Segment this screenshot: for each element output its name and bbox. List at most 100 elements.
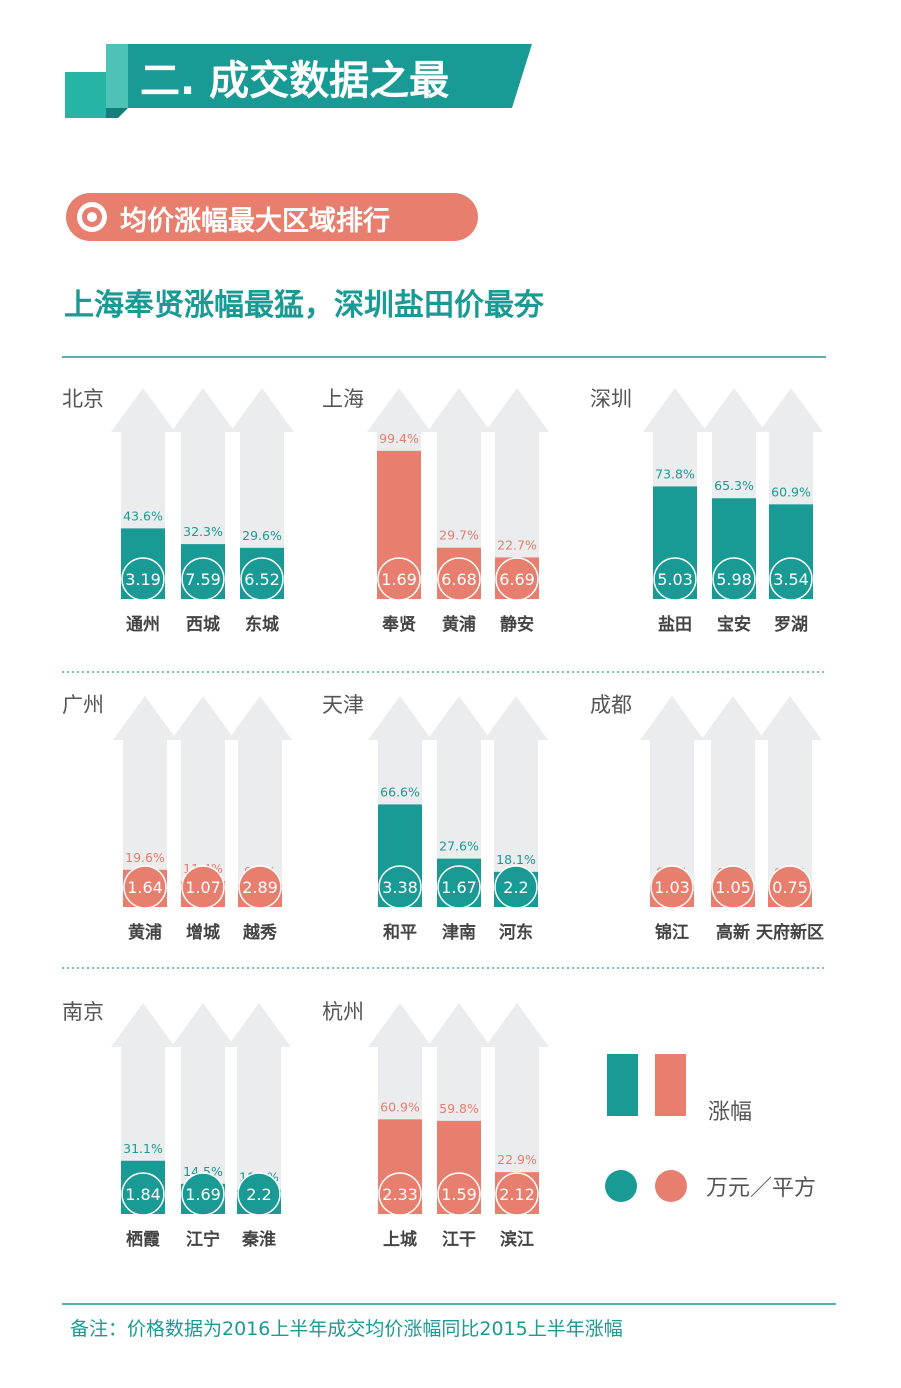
district-label: 栖霞 (126, 1229, 161, 1250)
growth-label: 29.7% (439, 528, 479, 543)
legend-teal-circle (605, 1170, 637, 1202)
headline: 上海奉贤涨幅最猛，深圳盐田价最夯 (64, 288, 544, 323)
price-circle (653, 557, 697, 601)
district-label: 西城 (186, 615, 220, 635)
price-label: 3.38 (382, 878, 418, 897)
price-label: 1.03 (654, 878, 690, 897)
legend-salmon-bar (655, 1054, 686, 1116)
legend-circle-label: 万元／平方 (706, 1176, 817, 1201)
price-circle (650, 865, 694, 909)
legend (605, 1054, 687, 1202)
legend-teal-bar (607, 1054, 638, 1116)
price-label: 6.52 (244, 570, 280, 589)
price-circle (238, 865, 282, 909)
price-circle (378, 1172, 422, 1216)
city-label: 天津 (322, 693, 364, 717)
price-label: 6.68 (441, 570, 477, 589)
district-label: 奉贤 (381, 614, 416, 635)
price-circle (181, 557, 225, 601)
price-circle (123, 865, 167, 909)
legend-salmon-circle (655, 1170, 687, 1202)
price-circle (437, 557, 481, 601)
price-circle (181, 1172, 225, 1216)
growth-label: 29.6% (242, 528, 282, 543)
chart-8: 杭州 60.9% 2.33 上城 59.8% 1.59 江干 22.9% 2.12 滨江 (322, 1000, 549, 1250)
district-label: 高新 (716, 922, 750, 943)
arrow-track (230, 388, 294, 599)
price-circle (378, 865, 422, 909)
price-circle (769, 557, 813, 601)
city-label: 成都 (590, 693, 632, 717)
district-label: 河东 (499, 922, 533, 943)
growth-label: 99.4% (379, 431, 419, 446)
price-circle (494, 865, 538, 909)
district-label: 秦淮 (242, 1229, 276, 1250)
price-circle (495, 557, 539, 601)
arrow-track (484, 696, 548, 907)
chart-2: 上海 99.4% 1.69 奉贤 29.7% 6.68 黄浦 22.7% 6.69 静安 (322, 387, 549, 635)
price-circle (181, 865, 225, 909)
chart-3: 深圳 73.8% 5.03 盐田 65.3% 5.98 宝安 60.9% 3.54 罗湖 (590, 387, 823, 635)
price-circle (712, 557, 756, 601)
district-label: 江干 (442, 1230, 476, 1250)
growth-label: 60.9% (771, 484, 811, 499)
arrow-track (171, 1003, 235, 1214)
growth-label: 18.1% (496, 852, 536, 867)
arrow-track (227, 1003, 291, 1214)
subsection-banner (66, 193, 478, 241)
price-label: 1.05 (715, 878, 751, 897)
price-label: 1.84 (125, 1185, 161, 1204)
district-label: 津南 (442, 922, 476, 943)
growth-label: 31.1% (123, 1141, 163, 1156)
price-circle (237, 1172, 281, 1216)
arrow-track (640, 696, 704, 907)
district-label: 越秀 (242, 922, 277, 943)
price-circle (495, 1172, 539, 1216)
arrow-track (485, 388, 549, 599)
price-label: 2.89 (242, 878, 278, 897)
district-label: 通州 (126, 615, 160, 635)
arrow-track (228, 696, 292, 907)
growth-label: 66.6% (380, 784, 420, 799)
city-label: 深圳 (590, 387, 632, 411)
price-circle (240, 557, 284, 601)
growth-label: 59.8% (439, 1101, 479, 1116)
price-label: 6.69 (499, 570, 535, 589)
district-label: 江宁 (186, 1229, 220, 1250)
arrow-track (485, 1003, 549, 1214)
price-label: 2.2 (246, 1185, 271, 1204)
price-label: 1.69 (381, 570, 417, 589)
arrow-track (171, 696, 235, 907)
district-label: 锦江 (655, 922, 689, 943)
section-banner (65, 44, 532, 118)
price-label: 1.59 (441, 1185, 477, 1204)
price-label: 5.98 (716, 570, 752, 589)
city-label: 北京 (62, 387, 104, 411)
district-label: 上城 (383, 1230, 417, 1250)
growth-label: 22.9% (497, 1152, 537, 1167)
price-label: 5.03 (657, 570, 693, 589)
growth-label: 27.6% (439, 839, 479, 854)
chart-1: 北京 43.6% 3.19 通州 32.3% 7.59 西城 29.6% 6.52 东城 (62, 387, 294, 635)
district-label: 天府新区 (756, 922, 824, 943)
city-label: 上海 (322, 387, 364, 411)
price-label: 3.19 (125, 570, 161, 589)
price-circle (768, 865, 812, 909)
growth-label: 22.7% (497, 537, 537, 552)
arrow-track (113, 696, 177, 907)
chart-5: 天津 66.6% 3.38 和平 27.6% 1.67 津南 18.1% 2.2 河东 (322, 693, 548, 943)
subsection-title: 均价涨幅最大区域排行 (120, 206, 390, 237)
arrow-track (758, 696, 822, 907)
price-circle (437, 1172, 481, 1216)
price-label: 2.33 (382, 1185, 418, 1204)
district-label: 东城 (245, 614, 279, 635)
district-label: 滨江 (500, 1229, 534, 1250)
price-circle (121, 1172, 165, 1216)
district-label: 黄浦 (442, 614, 476, 635)
district-label: 和平 (383, 923, 417, 943)
price-label: 3.54 (773, 570, 809, 589)
price-circle (121, 557, 165, 601)
